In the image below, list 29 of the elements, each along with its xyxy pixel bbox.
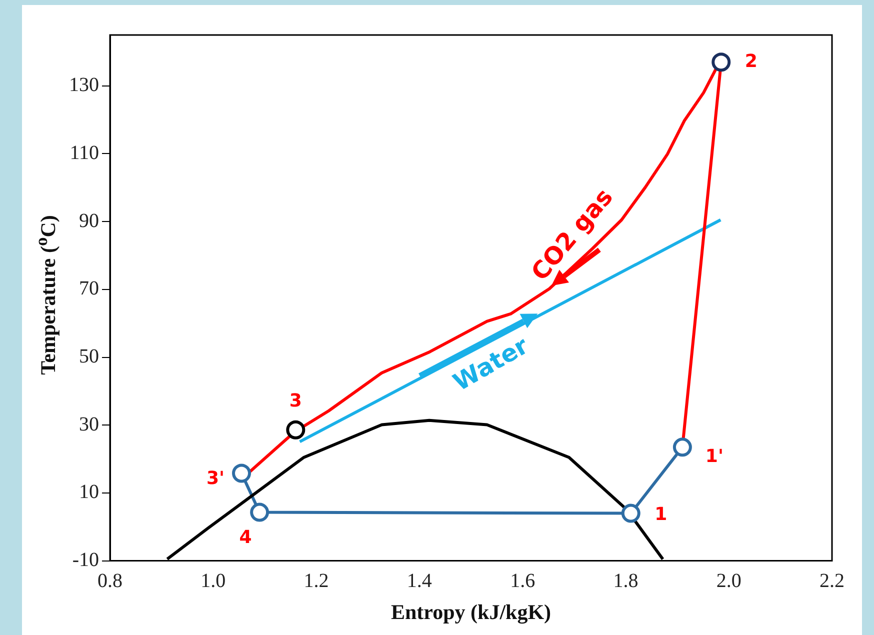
point — [250, 502, 270, 522]
point — [286, 420, 306, 440]
y-tick-label: 110 — [70, 142, 99, 164]
x-axis-title: Entropy (kJ/kgK) — [390, 600, 552, 624]
annotation: 4 — [239, 526, 252, 548]
x-tick-label: 2.2 — [820, 570, 844, 592]
x-tick-label: 1.0 — [200, 570, 226, 592]
y-tick-label: 90 — [79, 210, 99, 232]
x-tick-label: 1.6 — [510, 570, 536, 592]
y-tick-label: 50 — [79, 346, 99, 368]
annotation: 3' — [206, 468, 225, 489]
point — [672, 438, 692, 457]
point — [232, 464, 252, 483]
annotation: 3 — [289, 390, 302, 412]
x-tick-label: 1.2 — [304, 570, 329, 592]
y-tick-label: 70 — [79, 278, 99, 300]
point — [712, 52, 731, 72]
annotation: 1 — [654, 504, 668, 525]
point — [621, 504, 640, 523]
x-tick-label: 2.0 — [716, 570, 742, 592]
y-tick-label: 10 — [79, 481, 99, 504]
x-tick-label: 1.8 — [613, 570, 638, 592]
x-tick-label: 1.4 — [406, 570, 432, 592]
y-tick-label: -10 — [72, 549, 99, 572]
annotation: 1' — [705, 446, 724, 467]
annotation: 2 — [744, 50, 758, 72]
x-tick-label: 0.8 — [98, 570, 122, 592]
y-tick-label: 130 — [69, 74, 99, 96]
y-tick-label: 30 — [79, 413, 99, 436]
